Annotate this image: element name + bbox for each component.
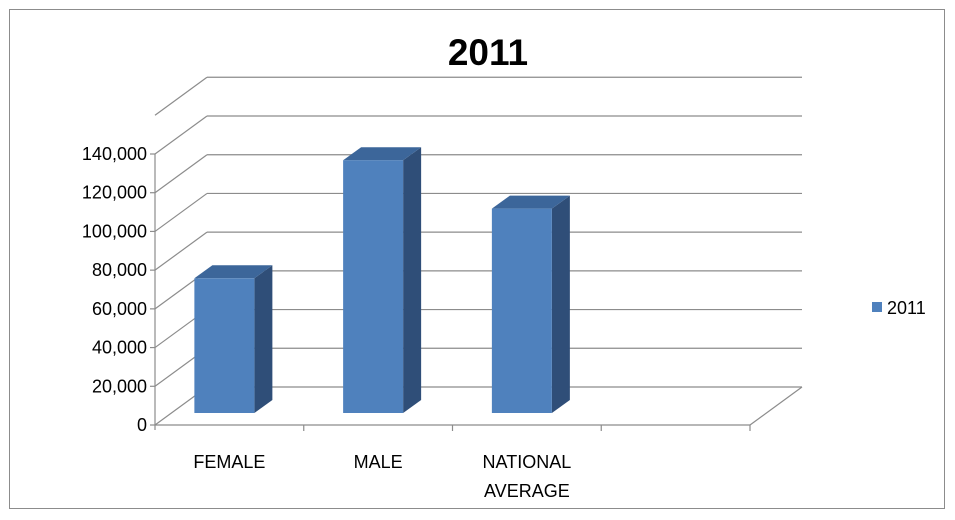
y-tick-label: 80,000	[92, 260, 147, 280]
x-axis-categories: FEMALE MALE NATIONAL AVERAGE	[193, 452, 571, 501]
bar-side	[403, 147, 422, 413]
bar	[343, 147, 422, 413]
gridline-side	[154, 192, 208, 232]
legend-swatch	[872, 302, 882, 312]
bar	[491, 195, 570, 413]
chart-title: 2011	[448, 32, 528, 73]
y-axis-ticks: 0 20,000 40,000 60,000 80,000 100,000 120,000 1…	[82, 144, 751, 435]
bars	[194, 147, 570, 413]
legend-label: 2011	[887, 298, 926, 318]
y-tick-label: 140,000	[82, 144, 147, 164]
y-tick-label: 60,000	[92, 299, 147, 319]
bar-side	[551, 195, 570, 413]
gridline-side	[154, 115, 208, 155]
x-category-label: MALE	[354, 452, 403, 472]
y-tick-label: 100,000	[82, 221, 147, 241]
bar-top	[194, 265, 273, 279]
x-category-label: FEMALE	[193, 452, 265, 472]
bar-front	[343, 160, 404, 413]
legend: 2011	[872, 298, 926, 318]
y-tick-label: 40,000	[92, 338, 147, 358]
gridline-side	[154, 76, 208, 116]
bar-front	[194, 278, 255, 413]
y-tick-label: 0	[137, 415, 147, 435]
bar	[194, 265, 273, 413]
bar-front	[491, 208, 552, 413]
x-category-label: NATIONAL AVERAGE	[483, 452, 572, 501]
y-tick-label: 20,000	[92, 376, 147, 396]
gridline-side	[154, 231, 208, 271]
floor-right-edge	[749, 386, 803, 426]
y-tick-label: 120,000	[82, 183, 147, 203]
bar-side	[254, 265, 273, 413]
bar-top	[491, 195, 570, 209]
bar-top	[343, 147, 422, 161]
gridline-side	[154, 154, 208, 194]
chart-frame	[9, 9, 945, 509]
